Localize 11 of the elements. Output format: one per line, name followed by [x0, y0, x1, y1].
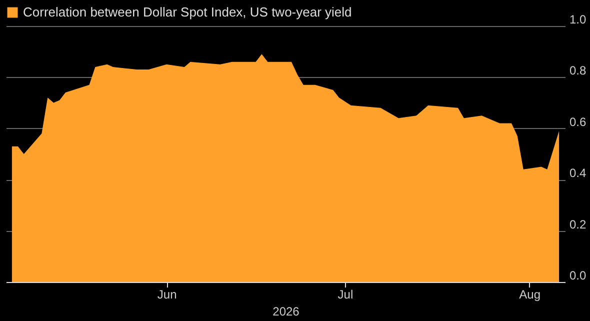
- x-axis-title: 2026: [272, 304, 300, 318]
- x-tick-label: Jun: [157, 288, 177, 302]
- y-tick-label: 0.2: [570, 217, 587, 232]
- y-tick-label: 1.0: [570, 12, 587, 26]
- y-tick-label: 0.0: [570, 268, 587, 282]
- x-tick-label: Jul: [338, 288, 354, 302]
- legend-label: Correlation between Dollar Spot Index, US two-year yield: [23, 4, 352, 20]
- y-tick-label: 0.8: [570, 64, 587, 78]
- y-tick-label: 0.4: [570, 166, 587, 180]
- y-tick-label: 0.6: [570, 114, 587, 129]
- x-tick-label: Aug: [519, 288, 540, 302]
